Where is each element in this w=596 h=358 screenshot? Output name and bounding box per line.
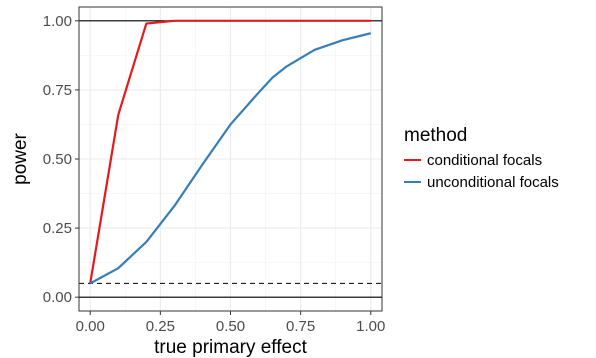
series-line-1 xyxy=(89,32,372,285)
legend-label-unconditional: unconditional focals xyxy=(427,174,559,191)
x-tick-label: 0.00 xyxy=(76,318,105,335)
x-tick-label: 0.50 xyxy=(216,318,245,335)
legend-label-conditional: conditional focals xyxy=(427,152,542,169)
x-tick-label: 1.00 xyxy=(356,318,385,335)
x-tick-label: 0.25 xyxy=(146,318,175,335)
series-lines xyxy=(89,19,372,285)
y-tick-label: 0.00 xyxy=(43,289,72,306)
y-tick-label: 0.75 xyxy=(43,82,72,99)
y-axis-ticks: 0.00 0.25 0.50 0.75 1.00 xyxy=(43,13,79,306)
x-axis-ticks: 0.00 0.25 0.50 0.75 1.00 xyxy=(76,311,385,335)
x-tick-label: 0.75 xyxy=(286,318,315,335)
legend-title: method xyxy=(404,125,467,146)
y-tick-label: 1.00 xyxy=(43,13,72,30)
y-tick-label: 0.50 xyxy=(43,151,72,168)
y-axis-title: power xyxy=(10,132,31,184)
x-axis-title: true primary effect xyxy=(154,337,307,358)
legend: method conditional focals unconditional … xyxy=(404,125,559,191)
y-tick-label: 0.25 xyxy=(43,220,72,237)
series-line-0 xyxy=(89,19,371,284)
